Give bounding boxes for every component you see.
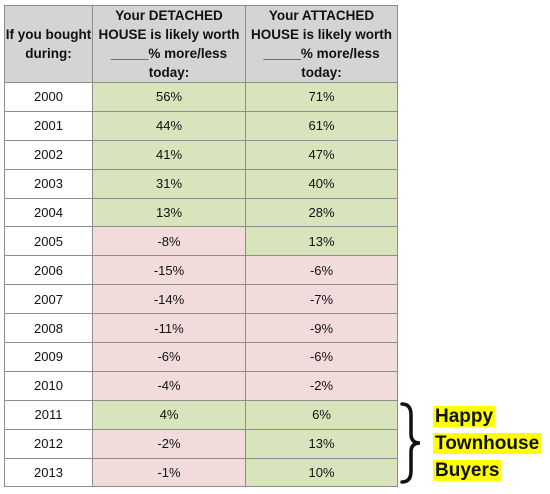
detached-change-cell: 13% <box>92 197 246 228</box>
detached-change-cell: -11% <box>92 313 246 344</box>
table-row: 2006 -15% -6% <box>4 255 398 286</box>
table-row: 2003 31% 40% <box>4 168 398 199</box>
year-cell: 2000 <box>4 82 93 112</box>
table-row: 2000 56% 71% <box>4 82 398 112</box>
table-row: 2010 -4% -2% <box>4 370 398 401</box>
detached-change-cell: -8% <box>92 226 246 257</box>
attached-change-cell: 13% <box>245 226 398 257</box>
table-row: 2002 41% 47% <box>4 139 398 170</box>
table-row: 2008 -11% -9% <box>4 313 398 344</box>
year-cell: 2007 <box>4 284 93 315</box>
detached-change-cell: -15% <box>92 255 246 286</box>
detached-change-cell: -2% <box>92 428 246 459</box>
attached-change-cell: 13% <box>245 428 398 459</box>
attached-change-cell: 10% <box>245 457 398 488</box>
detached-change-cell: -1% <box>92 457 246 488</box>
note-line-2: Townhouse <box>433 433 542 454</box>
attached-change-cell: -2% <box>245 370 398 401</box>
year-cell: 2012 <box>4 428 93 459</box>
detached-change-cell: 41% <box>92 139 246 170</box>
year-cell: 2001 <box>4 110 93 141</box>
detached-change-cell: 4% <box>92 399 246 430</box>
detached-change-cell: -14% <box>92 284 246 315</box>
table-row: 2001 44% 61% <box>4 110 398 141</box>
detached-change-cell: 44% <box>92 110 246 141</box>
year-cell: 2004 <box>4 197 93 228</box>
detached-change-cell: 56% <box>92 82 246 112</box>
detached-change-cell: 31% <box>92 168 246 199</box>
attached-change-cell: 61% <box>245 110 398 141</box>
attached-change-cell: 71% <box>245 82 398 112</box>
year-cell: 2010 <box>4 370 93 401</box>
year-cell: 2008 <box>4 313 93 344</box>
note-line-3: Buyers <box>433 460 502 481</box>
table-row: 2012 -2% 13% <box>4 428 398 459</box>
table-row: 2004 13% 28% <box>4 197 398 228</box>
header-detached: Your DETACHED HOUSE is likely worth ____… <box>92 5 246 83</box>
year-cell: 2003 <box>4 168 93 199</box>
header-year: If you bought during: <box>4 5 93 83</box>
table-row: 2009 -6% -6% <box>4 342 398 372</box>
happy-townhouse-buyers-note: Happy Townhouse Buyers <box>433 403 542 484</box>
year-cell: 2011 <box>4 399 93 430</box>
header-row: If you bought during: Your DETACHED HOUS… <box>4 5 398 83</box>
note-line-1: Happy <box>433 406 496 427</box>
attached-change-cell: -9% <box>245 313 398 344</box>
table-row: 2005 -8% 13% <box>4 226 398 257</box>
table-row: 2013 -1% 10% <box>4 457 398 488</box>
attached-change-cell: 28% <box>245 197 398 228</box>
header-attached: Your ATTACHED HOUSE is likely worth ____… <box>245 5 398 83</box>
table-row: 2011 4% 6% <box>4 399 398 430</box>
home-value-change-table: If you bought during: Your DETACHED HOUS… <box>4 5 398 488</box>
year-cell: 2005 <box>4 226 93 257</box>
attached-change-cell: -7% <box>245 284 398 315</box>
curly-brace-icon <box>400 402 421 484</box>
attached-change-cell: 40% <box>245 168 398 199</box>
year-cell: 2009 <box>4 342 93 372</box>
year-cell: 2006 <box>4 255 93 286</box>
detached-change-cell: -4% <box>92 370 246 401</box>
attached-change-cell: 6% <box>245 399 398 430</box>
attached-change-cell: -6% <box>245 255 398 286</box>
table-row: 2007 -14% -7% <box>4 284 398 315</box>
attached-change-cell: -6% <box>245 342 398 372</box>
year-cell: 2013 <box>4 457 93 488</box>
detached-change-cell: -6% <box>92 342 246 372</box>
attached-change-cell: 47% <box>245 139 398 170</box>
year-cell: 2002 <box>4 139 93 170</box>
